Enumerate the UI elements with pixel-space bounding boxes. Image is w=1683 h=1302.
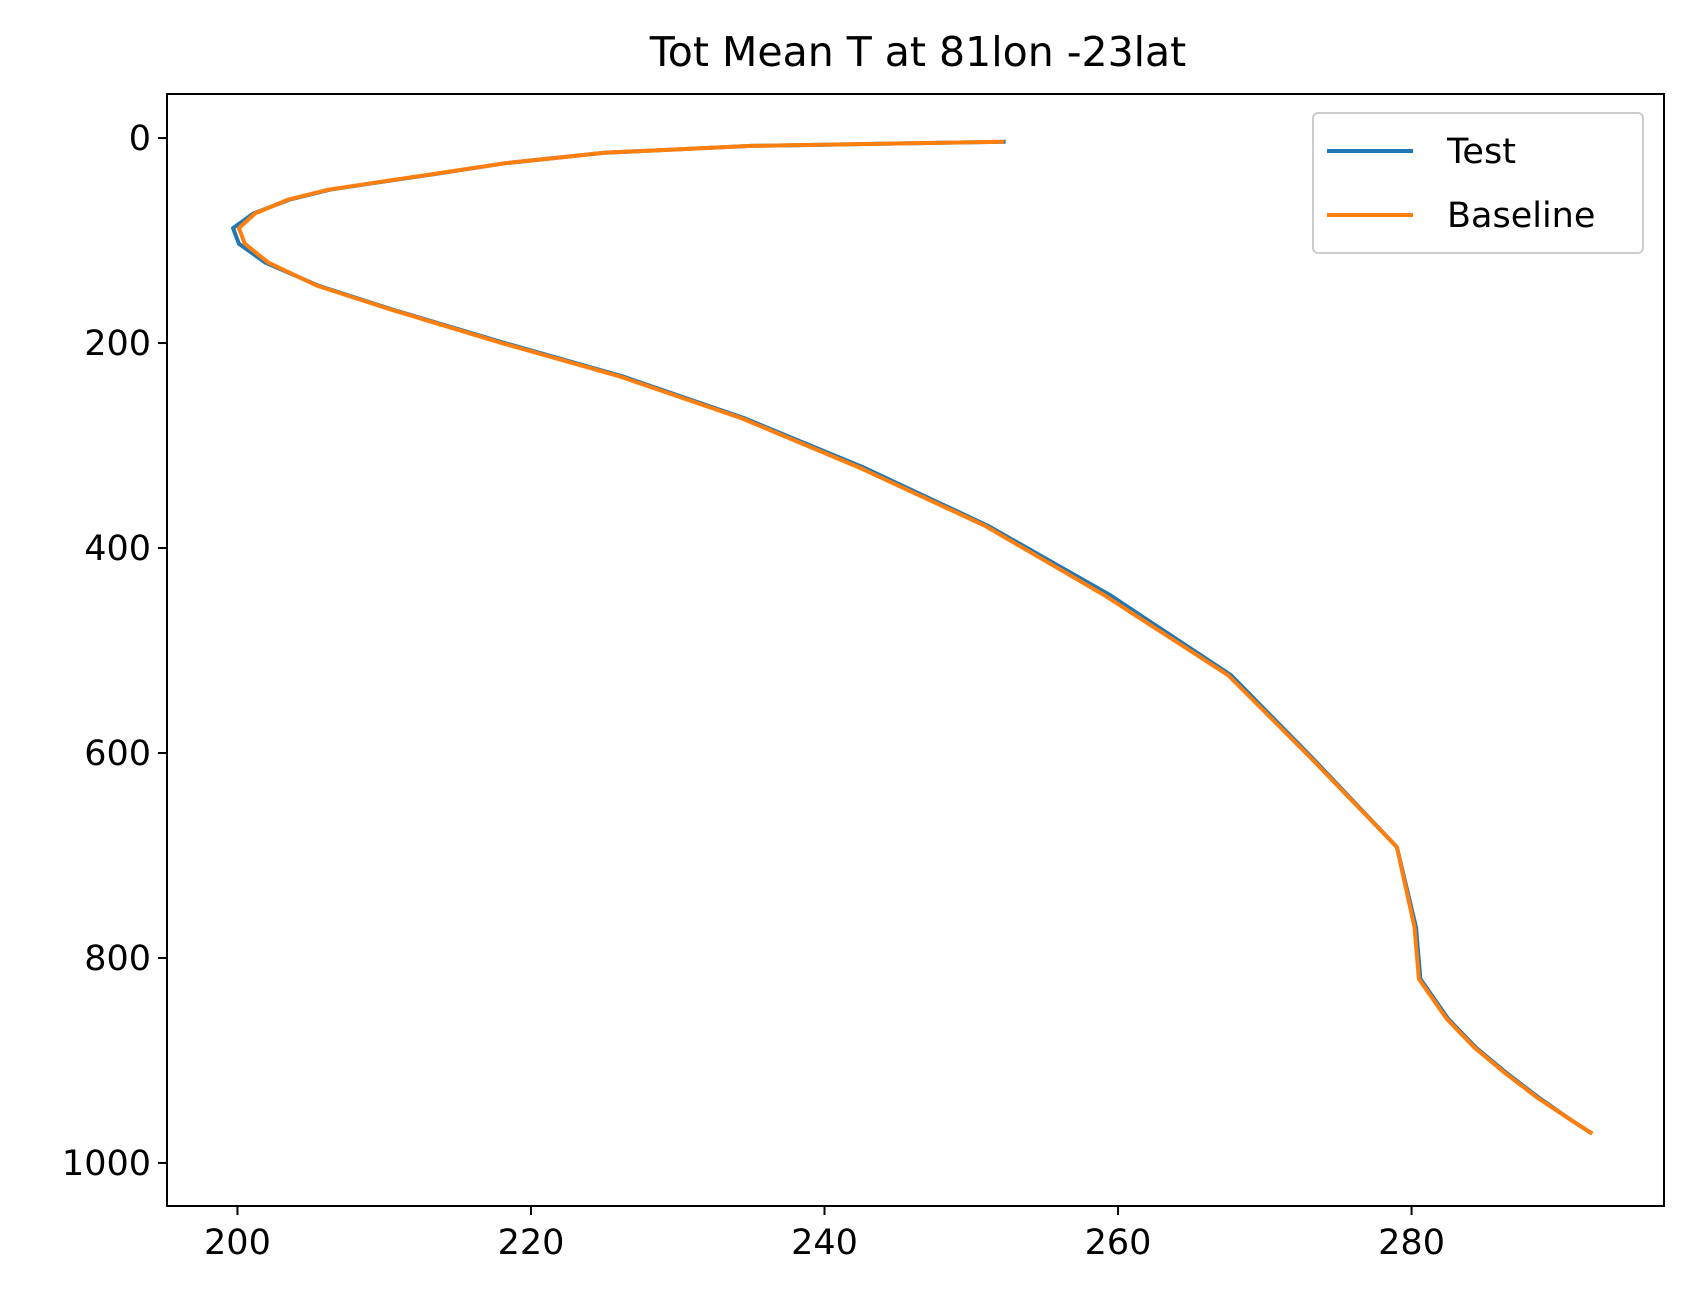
chart-title: Tot Mean T at 81lon -23lat bbox=[649, 28, 1187, 76]
legend-label: Baseline bbox=[1447, 196, 1595, 236]
y-tick-label: 0 bbox=[129, 119, 151, 159]
x-tick-label: 220 bbox=[498, 1223, 565, 1263]
y-tick-label: 1000 bbox=[62, 1144, 151, 1184]
series-lines bbox=[231, 139, 1594, 1136]
plot-frame bbox=[166, 93, 1665, 1207]
axis-ticks: 200 220 240 260 280 0 200 400 600 800 1000 bbox=[62, 119, 1445, 1263]
series-line-test bbox=[231, 139, 1594, 1136]
legend: Test Baseline bbox=[1312, 112, 1644, 254]
x-tick-label: 280 bbox=[1378, 1223, 1445, 1263]
series-line-baseline bbox=[236, 139, 1594, 1136]
y-tick-label: 600 bbox=[84, 734, 151, 774]
legend-label: Test bbox=[1446, 132, 1516, 172]
x-tick-label: 260 bbox=[1085, 1223, 1152, 1263]
y-tick-label: 800 bbox=[84, 939, 151, 979]
x-tick-label: 200 bbox=[204, 1223, 271, 1263]
legend-box bbox=[1312, 112, 1644, 254]
y-tick-label: 400 bbox=[84, 529, 151, 569]
y-tick-label: 200 bbox=[84, 324, 151, 364]
x-tick-label: 240 bbox=[791, 1223, 858, 1263]
